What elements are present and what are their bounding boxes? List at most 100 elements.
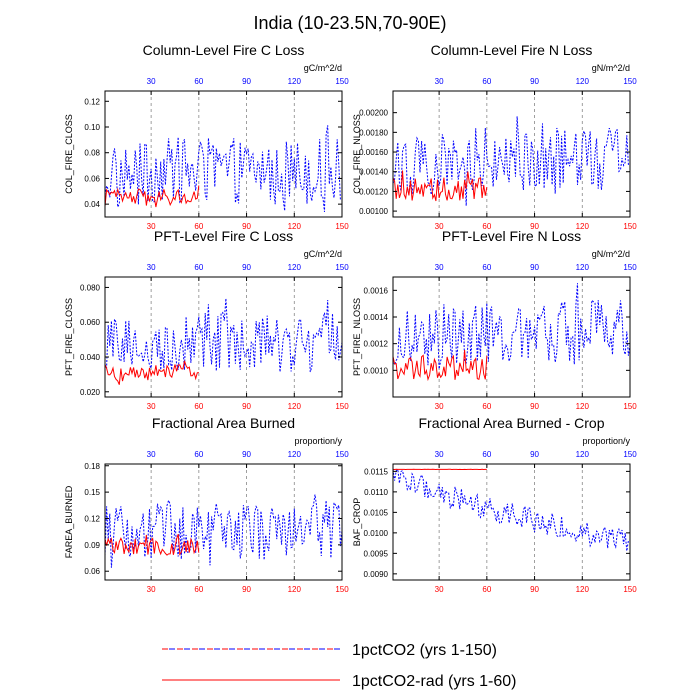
plot-frame bbox=[392, 90, 631, 218]
x-tick-label-top: 90 bbox=[242, 263, 251, 272]
y-tick-label: 0.00120 bbox=[359, 187, 388, 196]
series-line-1pctco2 bbox=[105, 125, 342, 212]
x-tick-label-top: 150 bbox=[335, 263, 349, 272]
y-tick-label: 0.08 bbox=[84, 149, 100, 158]
series-group bbox=[393, 468, 630, 552]
x-tick-label-bottom: 30 bbox=[435, 402, 444, 411]
legend-label-1pctco2: 1pctCO2 (yrs 1-150) bbox=[352, 642, 497, 659]
panel-title: Column-Level Fire C Loss bbox=[143, 42, 305, 58]
x-tick-label-top: 150 bbox=[623, 263, 637, 272]
y-axis-label: FAREA_BURNED bbox=[64, 485, 74, 558]
x-tick-label-top: 120 bbox=[288, 77, 302, 86]
panel-title: Fractional Area Burned - Crop bbox=[419, 415, 605, 431]
x-tick-label-top: 60 bbox=[482, 450, 491, 459]
chart-panel-4: PFT-Level Fire N Loss gN/m^2/d PFT_FIRE_NL… bbox=[352, 228, 637, 411]
legend-label-1pctco2-rad: 1pctCO2-rad (yrs 1-60) bbox=[352, 673, 517, 690]
y-tick-label: 0.0016 bbox=[364, 286, 389, 295]
y-tick-label: 0.020 bbox=[80, 388, 101, 397]
x-tick-label-bottom: 90 bbox=[530, 585, 539, 594]
x-tick-label-bottom: 120 bbox=[288, 402, 302, 411]
panels-group: Column-Level Fire C Loss gC/m^2/d COL_FIRE… bbox=[64, 42, 637, 594]
x-tick-label-top: 120 bbox=[288, 450, 302, 459]
y-tick-label: 0.09 bbox=[84, 541, 100, 550]
x-tick-label-bottom: 150 bbox=[623, 402, 637, 411]
series-line-1pctco2 bbox=[393, 468, 630, 552]
y-axis-label: BAF_CROP bbox=[352, 498, 362, 547]
x-tick-label-top: 60 bbox=[194, 450, 203, 459]
units-label: gN/m^2/d bbox=[592, 249, 630, 259]
x-tick-label-top: 150 bbox=[623, 450, 637, 459]
x-tick-label-top: 150 bbox=[335, 450, 349, 459]
y-tick-label: 0.080 bbox=[80, 283, 101, 292]
y-tick-label: 0.0010 bbox=[364, 366, 389, 375]
y-tick-label: 0.0105 bbox=[364, 508, 389, 517]
series-line-1pctco2-rad bbox=[105, 360, 199, 385]
y-tick-label: 0.12 bbox=[84, 97, 100, 106]
panel-title: Column-Level Fire N Loss bbox=[431, 42, 593, 58]
x-tick-label-bottom: 120 bbox=[576, 222, 590, 231]
plot-frame bbox=[392, 463, 631, 581]
series-line-1pctco2-rad bbox=[105, 185, 200, 208]
chart-panel-6: Fractional Area Burned - Crop proportion/… bbox=[352, 415, 637, 594]
y-tick-label: 0.12 bbox=[84, 514, 100, 523]
y-tick-label: 0.00160 bbox=[359, 148, 388, 157]
figure-title: India (10-23.5N,70-90E) bbox=[253, 13, 446, 33]
y-tick-label: 0.0090 bbox=[364, 570, 389, 579]
series-line-1pctco2 bbox=[393, 283, 630, 369]
series-line-1pctco2-rad bbox=[105, 533, 200, 556]
panel-title: PFT-Level Fire C Loss bbox=[154, 228, 293, 244]
chart-panel-1: Column-Level Fire C Loss gC/m^2/d COL_FIRE… bbox=[64, 42, 349, 231]
y-tick-label: 0.10 bbox=[84, 123, 100, 132]
y-axis-label: PFT_FIRE_NLOSS bbox=[352, 298, 362, 376]
y-tick-label: 0.040 bbox=[80, 353, 101, 362]
x-tick-label-top: 30 bbox=[147, 77, 156, 86]
y-tick-label: 0.00180 bbox=[359, 128, 388, 137]
y-axis-label: PFT_FIRE_CLOSS bbox=[64, 298, 74, 376]
series-line-1pctco2 bbox=[105, 494, 342, 568]
x-tick-label-top: 90 bbox=[242, 77, 251, 86]
x-tick-label-bottom: 30 bbox=[435, 585, 444, 594]
y-tick-label: 0.00200 bbox=[359, 109, 388, 118]
y-tick-label: 0.04 bbox=[84, 200, 100, 209]
x-tick-label-top: 30 bbox=[435, 263, 444, 272]
y-tick-label: 0.0014 bbox=[364, 313, 389, 322]
x-tick-label-bottom: 150 bbox=[335, 585, 349, 594]
x-tick-label-bottom: 60 bbox=[194, 402, 203, 411]
panel-title: Fractional Area Burned bbox=[152, 415, 295, 431]
panel-title: PFT-Level Fire N Loss bbox=[442, 228, 581, 244]
y-tick-label: 0.00100 bbox=[359, 207, 388, 216]
x-tick-label-bottom: 30 bbox=[435, 222, 444, 231]
y-tick-label: 0.00140 bbox=[359, 168, 388, 177]
x-tick-label-bottom: 60 bbox=[482, 222, 491, 231]
x-tick-label-top: 60 bbox=[194, 263, 203, 272]
x-tick-label-bottom: 90 bbox=[530, 222, 539, 231]
plot-frame bbox=[104, 463, 343, 581]
x-tick-label-top: 90 bbox=[530, 450, 539, 459]
x-tick-label-bottom: 60 bbox=[482, 402, 491, 411]
y-axis-label: COL_FIRE_CLOSS bbox=[64, 114, 74, 194]
plot-frame bbox=[104, 90, 343, 218]
y-tick-label: 0.0095 bbox=[364, 549, 389, 558]
y-tick-label: 0.0100 bbox=[364, 529, 389, 538]
x-tick-label-top: 120 bbox=[576, 263, 590, 272]
series-group bbox=[393, 116, 630, 206]
x-tick-label-bottom: 120 bbox=[288, 222, 302, 231]
chart-panel-3: PFT-Level Fire C Loss gC/m^2/d PFT_FIRE_CL… bbox=[64, 228, 349, 411]
x-tick-label-top: 150 bbox=[623, 77, 637, 86]
y-tick-label: 0.06 bbox=[84, 174, 100, 183]
x-tick-label-top: 30 bbox=[435, 450, 444, 459]
x-tick-label-bottom: 60 bbox=[482, 585, 491, 594]
x-tick-label-top: 120 bbox=[288, 263, 302, 272]
x-tick-label-bottom: 150 bbox=[335, 222, 349, 231]
x-tick-label-bottom: 90 bbox=[242, 402, 251, 411]
x-tick-label-top: 90 bbox=[530, 263, 539, 272]
x-tick-label-bottom: 30 bbox=[147, 402, 156, 411]
x-tick-label-bottom: 120 bbox=[576, 402, 590, 411]
series-line-1pctco2 bbox=[105, 298, 342, 373]
x-tick-label-bottom: 150 bbox=[623, 222, 637, 231]
x-tick-label-top: 150 bbox=[335, 77, 349, 86]
x-tick-label-bottom: 90 bbox=[242, 585, 251, 594]
chart-panel-2: Column-Level Fire N Loss gN/m^2/d COL_FIRE… bbox=[352, 42, 637, 231]
legend: 1pctCO2 (yrs 1-150) 1pctCO2-rad (yrs 1-6… bbox=[162, 642, 517, 690]
x-tick-label-bottom: 120 bbox=[576, 585, 590, 594]
